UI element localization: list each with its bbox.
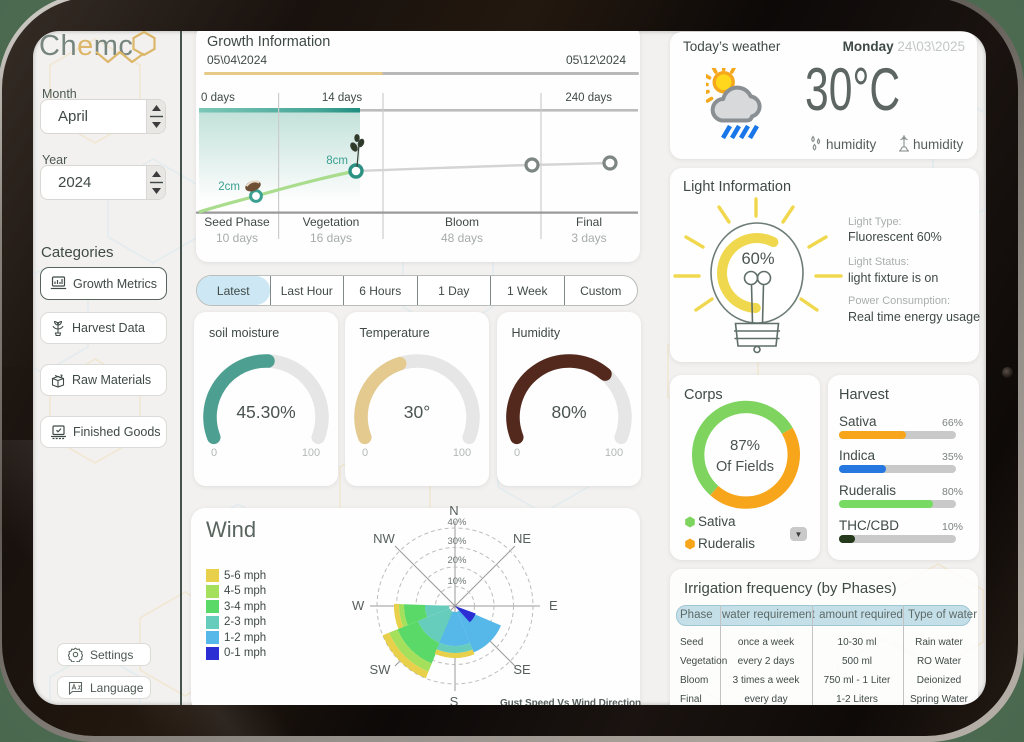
svg-text:0: 0 xyxy=(361,447,367,459)
svg-text:2cm: 2cm xyxy=(218,181,240,193)
svg-text:SW: SW xyxy=(370,662,392,677)
svg-text:10%: 10% xyxy=(447,576,467,587)
svg-text:60%: 60% xyxy=(741,250,774,268)
svg-text:45.30%: 45.30% xyxy=(236,402,295,422)
svg-text:S: S xyxy=(450,694,459,705)
svg-text:16 days: 16 days xyxy=(310,231,352,245)
svg-text:100: 100 xyxy=(302,447,320,459)
svg-text:0: 0 xyxy=(211,447,217,459)
svg-text:W: W xyxy=(352,598,365,613)
svg-text:0 days: 0 days xyxy=(201,92,235,104)
svg-text:240 days: 240 days xyxy=(565,92,612,104)
svg-text:14 days: 14 days xyxy=(322,92,363,104)
svg-text:8cm: 8cm xyxy=(326,155,348,167)
svg-text:10 days: 10 days xyxy=(216,231,258,245)
svg-text:87%: 87% xyxy=(730,437,760,454)
svg-text:20%: 20% xyxy=(447,555,467,566)
svg-text:Seed Phase: Seed Phase xyxy=(204,215,270,229)
svg-text:80%: 80% xyxy=(551,402,586,422)
svg-text:30%: 30% xyxy=(447,536,467,547)
svg-text:Vegetation: Vegetation xyxy=(303,215,360,229)
svg-text:Final: Final xyxy=(576,215,602,229)
svg-text:100: 100 xyxy=(452,447,470,459)
svg-text:100: 100 xyxy=(604,447,622,459)
svg-text:0: 0 xyxy=(513,447,519,459)
svg-text:3 days: 3 days xyxy=(571,231,606,245)
svg-text:40%: 40% xyxy=(447,517,467,528)
svg-text:Bloom: Bloom xyxy=(445,215,479,229)
svg-text:Of Fields: Of Fields xyxy=(716,459,774,475)
svg-text:SE: SE xyxy=(513,662,531,677)
svg-text:N: N xyxy=(449,503,458,518)
svg-text:48 days: 48 days xyxy=(441,231,483,245)
svg-text:30°: 30° xyxy=(403,402,429,422)
svg-text:NW: NW xyxy=(373,531,395,546)
svg-text:E: E xyxy=(549,598,558,613)
svg-text:NE: NE xyxy=(513,531,531,546)
